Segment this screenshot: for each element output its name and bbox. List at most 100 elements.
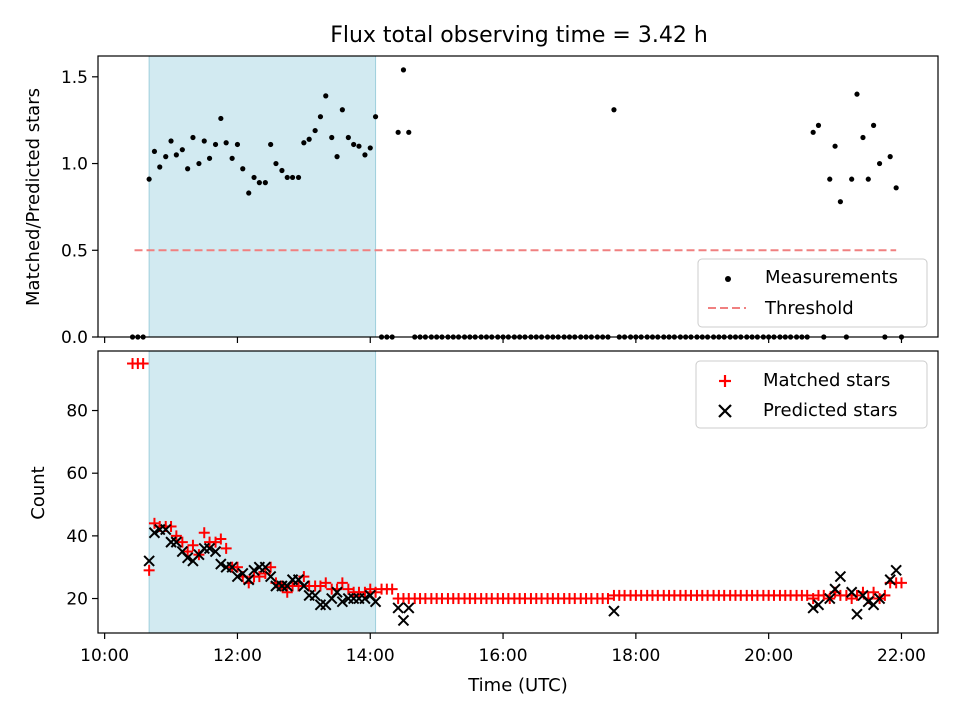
- top-y-ticks: 0.0 0.5 1.0 1.5: [61, 68, 98, 348]
- measurement-point: [362, 152, 368, 158]
- x-tick-label: 12:00: [213, 646, 262, 666]
- measurement-point: [323, 93, 329, 99]
- measurement-point: [329, 134, 335, 141]
- bottom-legend-box: [695, 360, 928, 429]
- predicted-star-point: [226, 561, 238, 573]
- bottom-y-ticks: 20 40 60 80: [66, 402, 98, 610]
- measurement-point: [837, 199, 843, 205]
- measurement-point: [854, 91, 860, 97]
- measurement-point: [406, 129, 412, 135]
- measurement-point: [157, 164, 163, 170]
- predicted-star-point: [608, 605, 620, 617]
- matched-star-point: [176, 536, 188, 548]
- top-legend-box: [697, 258, 928, 328]
- matched-star-point: [801, 589, 813, 601]
- matched-star-point: [253, 571, 265, 583]
- predicted-star-point: [248, 564, 260, 577]
- matched-star-point: [370, 586, 382, 598]
- matched-star-point: [215, 533, 227, 545]
- measurement-point: [279, 167, 285, 174]
- matched-star-point: [281, 586, 293, 598]
- measurement-point: [339, 107, 345, 113]
- measurement-point: [168, 138, 174, 144]
- bottom-axes-frame: [97, 350, 939, 634]
- matched-star-point: [879, 589, 891, 601]
- predicted-star-point: [331, 586, 343, 598]
- measurement-point: [876, 160, 883, 167]
- measurement-point: [251, 174, 257, 181]
- matched-legend-marker: [719, 375, 731, 387]
- predicted-legend-marker: [718, 404, 732, 418]
- figure-title: Flux total observing time = 3.42 h: [330, 23, 708, 48]
- measurement-point: [289, 174, 296, 181]
- x-tick-label: 18:00: [611, 646, 660, 666]
- bottom-legend: Matched stars Predicted stars: [695, 360, 928, 429]
- matched-star-point: [868, 586, 880, 598]
- measurement-point: [815, 122, 822, 128]
- top-axes-frame: [97, 55, 939, 338]
- measurement-point: [372, 114, 379, 120]
- measurement-point: [234, 141, 241, 148]
- predicted-star-point: [336, 595, 349, 608]
- measurement-point: [246, 190, 252, 196]
- matched-star-point: [165, 520, 177, 532]
- measurement-point: [262, 180, 268, 186]
- measurement-point: [611, 107, 617, 113]
- matched-star-point: [293, 580, 305, 592]
- legend-label-predicted: Predicted stars: [763, 400, 897, 421]
- matched-star-point: [143, 564, 155, 576]
- top-y-tick-label: 1.0: [61, 155, 88, 175]
- top-y-tick-label: 0.5: [61, 241, 88, 261]
- predicted-star-point: [203, 542, 216, 555]
- measurement-point: [312, 127, 318, 134]
- measurement-point: [185, 166, 191, 172]
- predicted-star-point: [812, 599, 825, 611]
- measurement-point: [306, 136, 312, 142]
- predicted-star-point: [834, 570, 847, 583]
- matched-star-point: [187, 539, 199, 551]
- predicted-star-point: [264, 570, 277, 583]
- predicted-star-point: [170, 536, 183, 548]
- predicted-star-point: [829, 583, 841, 595]
- predicted-star-point: [215, 558, 227, 570]
- x-tick-label: 22:00: [877, 646, 926, 666]
- measurement-legend-marker: [725, 276, 731, 282]
- measurement-point: [860, 134, 866, 141]
- measurement-point: [218, 115, 224, 122]
- measurement-point: [295, 174, 302, 181]
- measurement-point: [151, 148, 158, 155]
- predicted-star-point: [403, 602, 415, 614]
- measurement-point: [356, 143, 362, 149]
- predicted-star-point: [884, 574, 896, 586]
- measurement-point: [256, 180, 262, 186]
- matched-star-point: [198, 527, 210, 539]
- predicted-star-point: [243, 574, 255, 586]
- matched-star-point: [336, 577, 348, 589]
- predicted-star-point: [148, 527, 161, 539]
- x-tick-label: 16:00: [479, 646, 528, 666]
- matched-star-point: [851, 589, 863, 601]
- measurement-point: [284, 174, 290, 181]
- legend-label-matched: Matched stars: [763, 370, 890, 391]
- bottom-y-tick-label: 60: [66, 464, 88, 484]
- matched-star-point: [602, 593, 614, 605]
- predicted-star-point: [824, 592, 836, 605]
- matched-star-point: [182, 546, 194, 558]
- predicted-star-point: [369, 595, 382, 608]
- measurement-point: [400, 67, 407, 73]
- measurement-point: [893, 185, 899, 191]
- matched-star-point: [320, 577, 332, 589]
- bottom-y-tick-label: 80: [66, 402, 88, 422]
- matched-star-point: [386, 583, 398, 595]
- matched-star-point: [265, 561, 277, 573]
- bottom-y-axis-label: Count: [28, 466, 49, 519]
- predicted-star-point: [231, 570, 244, 583]
- top-y-tick-label: 0.0: [61, 328, 88, 348]
- predicted-star-point: [890, 564, 902, 577]
- predicted-star-point: [397, 614, 410, 627]
- legend-label-measurements: Measurements: [765, 267, 898, 288]
- predicted-star-point: [392, 602, 404, 614]
- x-tick-label: 14:00: [346, 646, 395, 666]
- measurement-point: [887, 154, 893, 160]
